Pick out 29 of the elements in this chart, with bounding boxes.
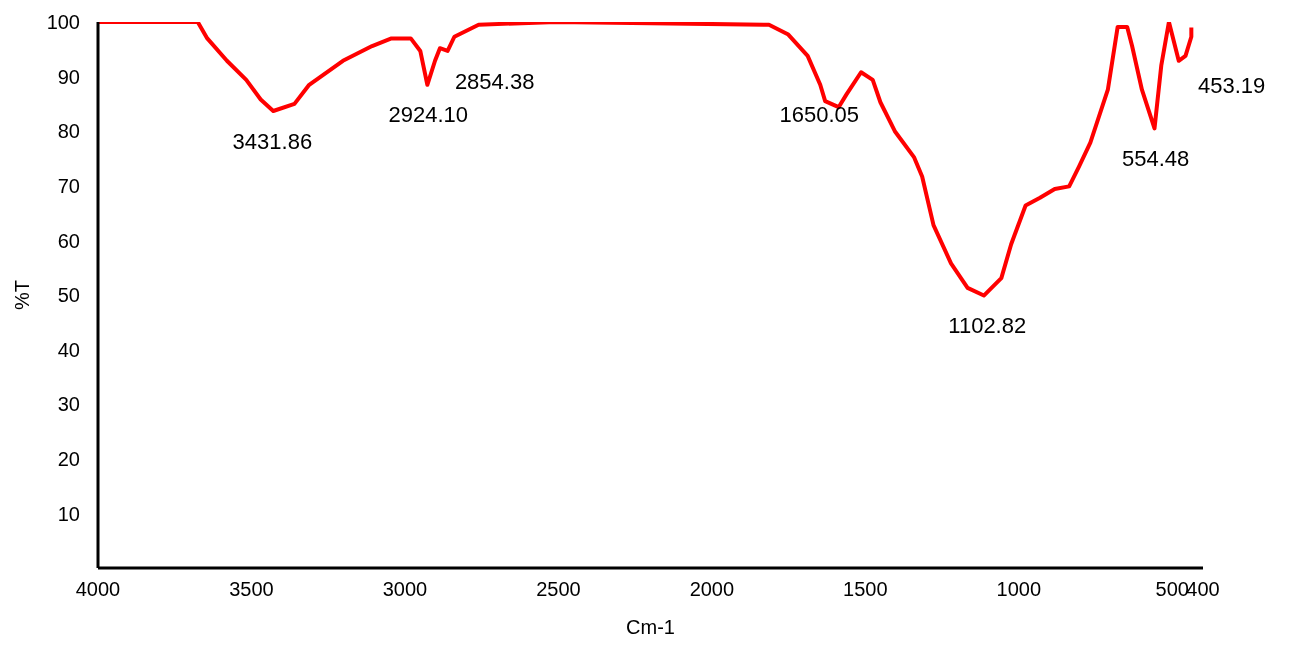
y-tick-label: 20 xyxy=(57,447,80,470)
y-tick-label: 50 xyxy=(57,284,80,307)
annotation: 1102.82 xyxy=(948,313,1027,339)
x-tick-label: 3000 xyxy=(382,578,428,601)
y-tick-label: 100 xyxy=(46,11,80,34)
line-series xyxy=(98,22,1194,298)
y-tick-label: 90 xyxy=(57,65,80,88)
y-tick-label: 60 xyxy=(57,229,80,252)
x-tick-label: 500 xyxy=(1155,578,1189,601)
x-tick-label: 2000 xyxy=(689,578,735,601)
y-tick-label: 10 xyxy=(57,502,80,525)
y-tick-label: 80 xyxy=(57,120,80,143)
x-tick-label: 400 xyxy=(1186,578,1220,601)
x-axis-title: Cm-1 xyxy=(626,616,675,638)
annotation: 2924.10 xyxy=(388,102,469,128)
x-tick-label: 3500 xyxy=(229,578,274,601)
y-axis-title: %T xyxy=(11,280,34,310)
annotation: 2854.38 xyxy=(454,68,535,94)
y-tick-label: 70 xyxy=(57,174,80,197)
annotation: 453.19 xyxy=(1198,73,1266,99)
annotation: 554.48 xyxy=(1121,146,1190,172)
annotation: 3431.86 xyxy=(232,128,313,154)
y-tick-label: 40 xyxy=(57,338,80,361)
x-tick-label: 2500 xyxy=(536,578,581,601)
x-tick-label: 1000 xyxy=(996,578,1042,601)
y-tick-label: 30 xyxy=(57,393,80,416)
annotation: 1650.05 xyxy=(779,102,860,128)
x-tick-label: 4000 xyxy=(75,578,121,601)
x-tick-label: 1500 xyxy=(843,578,888,601)
